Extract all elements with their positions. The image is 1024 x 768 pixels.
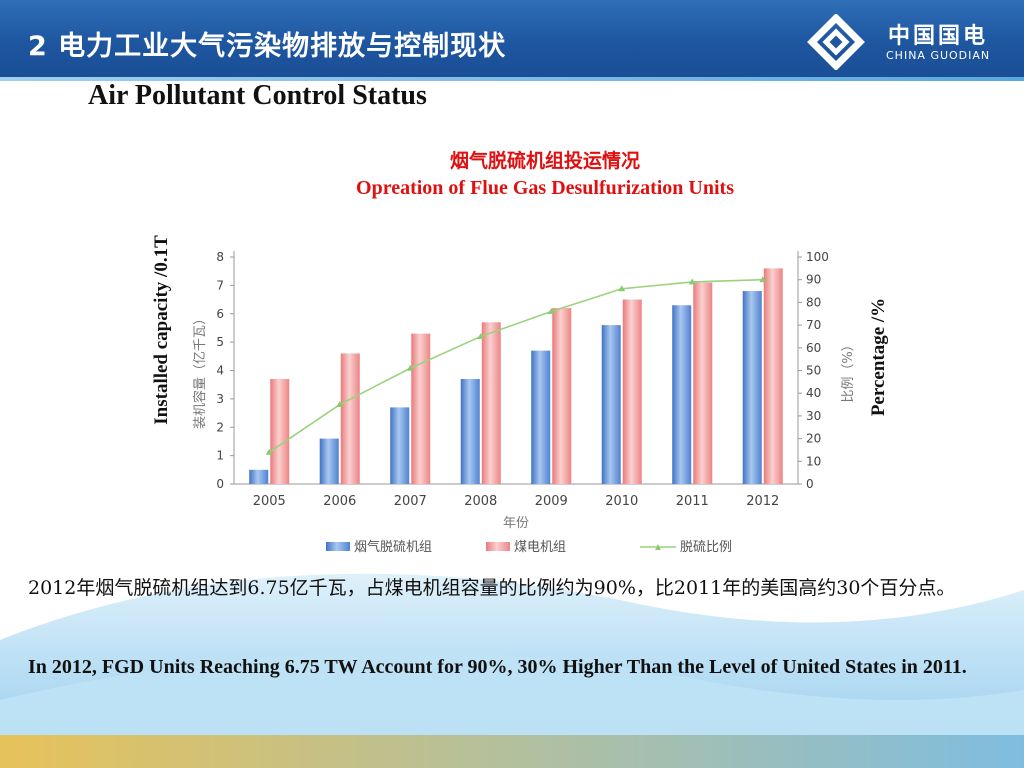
- chart-title: 烟气脱硫机组投运情况: [449, 150, 640, 172]
- line-point: [336, 401, 344, 408]
- guodian-logo-icon: [807, 14, 865, 70]
- y-tick-label: 2: [216, 420, 224, 434]
- x-axis-label: 年份: [503, 516, 529, 531]
- y-tick-label: 6: [216, 307, 224, 321]
- bar-coal-units: [552, 308, 572, 484]
- x-tick-label: 2005: [253, 494, 286, 509]
- y-tick-label: 3: [216, 392, 224, 406]
- y-tick-label: 5: [216, 335, 224, 349]
- header-divider: [0, 77, 1024, 81]
- x-tick-label: 2009: [535, 494, 568, 509]
- bar-coal-units: [763, 268, 783, 484]
- x-tick-label: 2012: [746, 494, 779, 509]
- bar-coal-units: [340, 353, 360, 484]
- legend-label: 脱硫比例: [680, 540, 732, 555]
- bar-fgd-units: [531, 350, 551, 484]
- company-logo: 中国国电 CHINA GUODIAN: [806, 14, 1006, 70]
- line-point: [406, 364, 414, 371]
- bar-fgd-units: [672, 305, 692, 484]
- x-tick-label: 2011: [676, 494, 709, 509]
- logo-chinese-text: 中国国电: [888, 24, 989, 49]
- bar-coal-units: [411, 333, 431, 484]
- x-tick-label: 2008: [464, 494, 497, 509]
- legend-label: 煤电机组: [514, 540, 566, 555]
- slide-subtitle: Air Pollutant Control Status: [88, 80, 427, 111]
- y2-tick-label: 20: [806, 432, 821, 446]
- y2-tick-label: 70: [806, 318, 821, 332]
- y-tick-label: 8: [216, 250, 224, 264]
- chart-subtitle: Opreation of Flue Gas Desulfurization Un…: [356, 177, 734, 199]
- x-tick-label: 2007: [394, 494, 427, 509]
- bar-coal-units: [270, 379, 290, 484]
- bar-fgd-units: [742, 291, 762, 484]
- line-desulfurization-ratio: [268, 278, 763, 453]
- y2-tick-label: 30: [806, 409, 821, 423]
- legend-line-marker: [655, 544, 661, 550]
- legend-swatch: [326, 542, 350, 551]
- y2-tick-label: 80: [806, 295, 821, 309]
- legend-label: 烟气脱硫机组: [354, 539, 432, 555]
- bar-coal-units: [622, 299, 642, 484]
- x-tick-label: 2006: [323, 494, 356, 509]
- bar-fgd-units: [460, 379, 480, 484]
- y2-tick-label: 60: [806, 341, 821, 355]
- y2-tick-label: 0: [806, 477, 814, 491]
- bar-fgd-units: [601, 325, 621, 484]
- bar-coal-units: [693, 282, 713, 484]
- line-point: [477, 332, 485, 339]
- line-point: [547, 307, 555, 314]
- line-point: [759, 276, 767, 283]
- y-axis-label: 装机容量（亿千瓦）: [192, 312, 208, 429]
- paragraph-english: In 2012, FGD Units Reaching 6.75 TW Acco…: [28, 656, 967, 678]
- y-tick-label: 7: [216, 278, 224, 292]
- y-tick-label: 1: [216, 449, 224, 463]
- y-tick-label: 4: [216, 364, 224, 378]
- line-point: [618, 285, 626, 292]
- x-tick-label: 2010: [605, 494, 638, 509]
- page-title: 2 电力工业大气污染物排放与控制现状: [28, 31, 507, 62]
- bar-coal-units: [481, 322, 501, 484]
- legend-swatch: [486, 542, 510, 551]
- header-bar: 2 电力工业大气污染物排放与控制现状 中国国电 CHINA GUODIAN: [0, 0, 1024, 77]
- y2-tick-label: 90: [806, 273, 821, 287]
- y2-tick-label: 10: [806, 454, 821, 468]
- y2-tick-label: 50: [806, 364, 821, 378]
- y-tick-label: 0: [216, 477, 224, 491]
- line-point: [265, 448, 273, 455]
- y2-tick-label: 40: [806, 386, 821, 400]
- y2-axis-label: 比例（%）: [841, 338, 856, 402]
- y2-tick-label: 100: [806, 250, 829, 264]
- line-point: [688, 278, 696, 285]
- paragraph-chinese: 2012年烟气脱硫机组达到6.75亿千瓦，占煤电机组容量的比例约为90%，比20…: [28, 577, 956, 599]
- bar-fgd-units: [319, 438, 339, 484]
- bar-fgd-units: [249, 469, 269, 484]
- logo-english-text: CHINA GUODIAN: [886, 49, 991, 62]
- bar-fgd-units: [390, 407, 410, 484]
